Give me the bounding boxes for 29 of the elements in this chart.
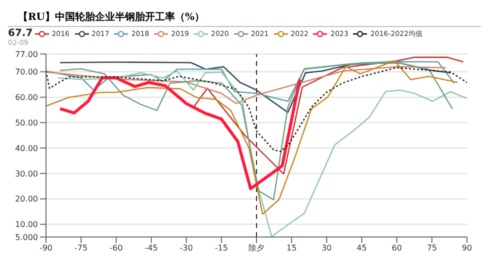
line-series (192, 56, 464, 175)
x-tick-label: 除夕 (248, 244, 264, 253)
x-tick-label: 90 (462, 244, 472, 253)
y-tick-label: 70.00 (15, 68, 38, 77)
y-tick-label: 5.000 (15, 232, 38, 242)
y-tick-label: 40.00 (15, 144, 38, 153)
y-tick-label: 50.00 (15, 118, 38, 128)
x-tick-label: -30 (180, 244, 193, 253)
x-tick-label: -45 (144, 244, 158, 253)
x-tick-label: 60 (392, 244, 402, 253)
x-tick-label: 45 (356, 244, 367, 253)
x-tick-label: 15 (286, 244, 297, 253)
line-series (57, 70, 467, 237)
y-tick-label: 77.00 (15, 50, 38, 59)
x-tick-label: 30 (322, 244, 332, 253)
y-tick-label: 20.00 (15, 194, 38, 204)
x-tick-label: -90 (39, 244, 53, 253)
chart-title: 【RU】中国轮胎企业半钢胎开工率（%） (8, 8, 481, 27)
x-tick-label: -75 (74, 244, 88, 253)
y-tick-label: 30.00 (15, 169, 38, 178)
x-tick-label: -15 (214, 244, 228, 253)
x-tick-label: 75 (426, 244, 438, 253)
line-series (58, 76, 302, 190)
text: 67.7 (8, 28, 33, 39)
line-series (46, 66, 447, 104)
x-tick-label: -60 (110, 244, 123, 253)
y-tick-label: 60.00 (15, 93, 38, 102)
y-tick-label: 10.00 (15, 220, 38, 230)
line-series (46, 60, 455, 102)
